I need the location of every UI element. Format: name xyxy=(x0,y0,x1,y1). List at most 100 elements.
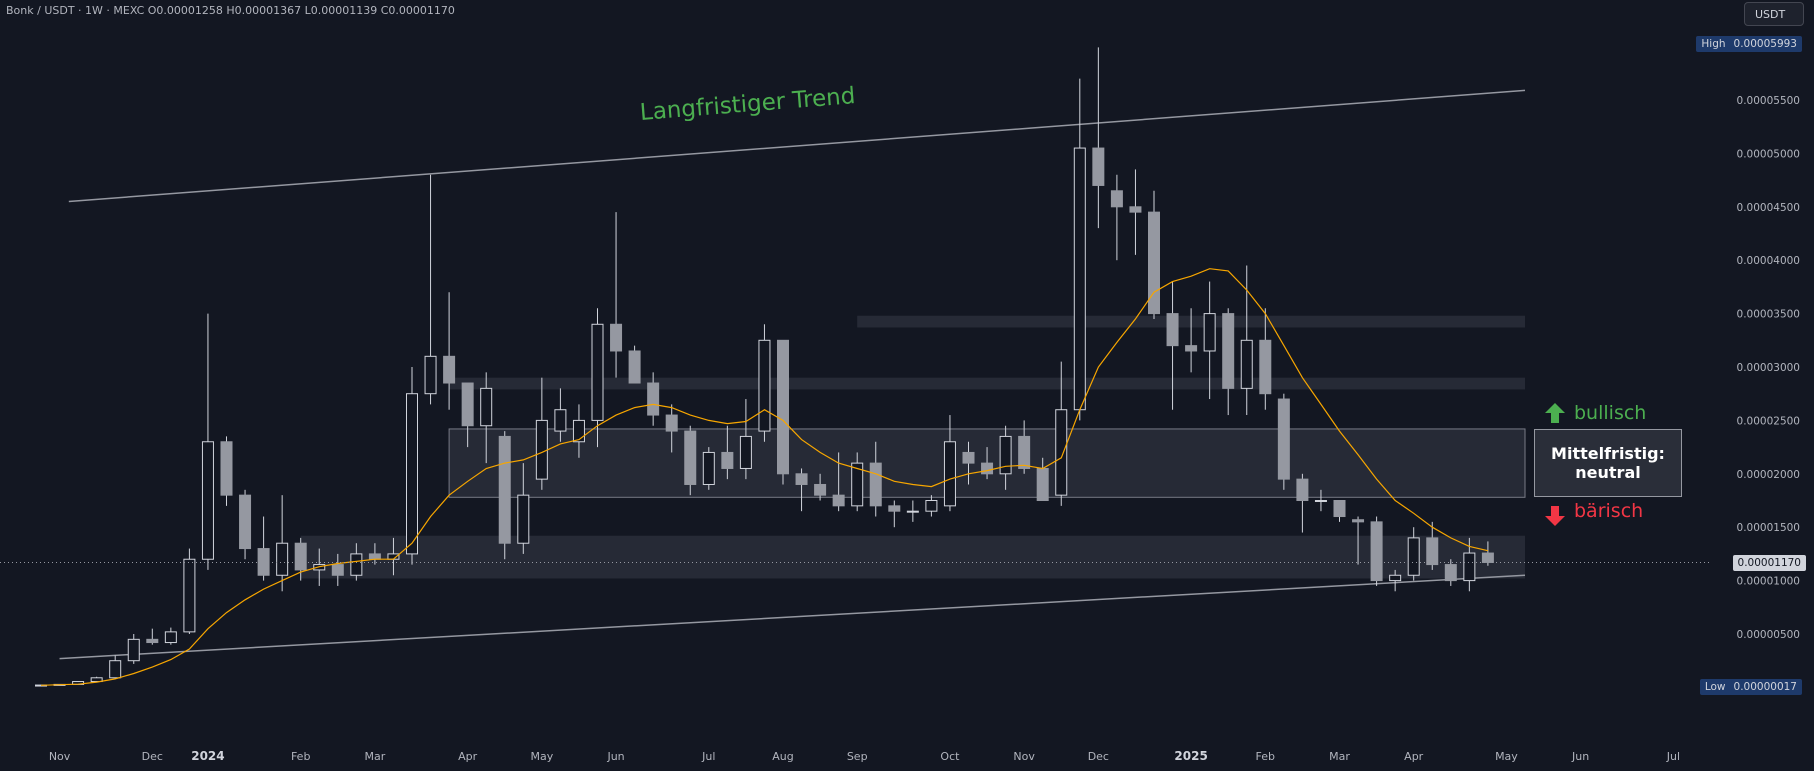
x-tick-label: Jun xyxy=(1571,750,1589,763)
candle xyxy=(424,174,437,405)
candle-body xyxy=(869,462,882,507)
candle-body xyxy=(331,564,344,576)
candle-body xyxy=(591,323,604,421)
candle xyxy=(257,516,270,581)
candle xyxy=(443,292,456,410)
currency-selector[interactable]: USDT xyxy=(1744,2,1804,26)
candle xyxy=(572,404,585,458)
candle-body xyxy=(647,382,660,416)
trendline-1 xyxy=(68,89,1526,203)
candle xyxy=(702,447,715,490)
time-axis[interactable]: tNovDec2024FebMarAprMayJunJulAugSepOctNo… xyxy=(0,749,1680,763)
candle-body xyxy=(906,510,919,513)
candle xyxy=(109,655,122,679)
candle-body xyxy=(702,451,715,485)
candle xyxy=(888,500,901,528)
candle xyxy=(498,431,511,560)
x-tick-label: Sep xyxy=(847,750,868,763)
y-tick-label: 0.00003500 xyxy=(1737,309,1800,321)
y-tick-label: 0.00002000 xyxy=(1737,469,1800,481)
candle xyxy=(1481,541,1494,566)
candle xyxy=(535,377,548,490)
candle xyxy=(1222,308,1235,416)
x-tick-label: Apr xyxy=(1404,750,1424,763)
x-tick-label: Feb xyxy=(291,750,310,763)
candle-body xyxy=(1314,500,1327,502)
high-value: 0.00005993 xyxy=(1733,38,1797,50)
candle-body xyxy=(814,483,827,496)
candle-body xyxy=(517,494,530,544)
candle-body xyxy=(628,350,641,384)
bearish-label[interactable]: bärisch xyxy=(1574,500,1644,522)
y-tick-label: 0.00001500 xyxy=(1737,522,1800,534)
candle-body xyxy=(164,631,177,644)
candle xyxy=(1389,569,1402,592)
candle xyxy=(739,399,752,480)
candle xyxy=(665,404,678,453)
candle xyxy=(1185,308,1198,373)
candle xyxy=(1277,393,1290,490)
candle-body xyxy=(739,435,752,469)
candle-body xyxy=(424,355,437,395)
candle-body xyxy=(981,462,994,475)
symbol-legend[interactable]: Bonk / USDT · 1W · MEXC O0.00001258 H0.0… xyxy=(6,4,455,17)
candle-body xyxy=(1333,500,1346,518)
candle-body xyxy=(1296,478,1309,502)
candle xyxy=(869,441,882,517)
candle-body xyxy=(554,409,567,432)
candle-body xyxy=(535,419,548,480)
candle xyxy=(406,367,418,565)
candle-body xyxy=(665,414,678,432)
candle xyxy=(201,313,214,570)
candle xyxy=(1370,516,1383,586)
candle xyxy=(647,372,660,426)
candle-body xyxy=(127,638,140,662)
x-tick-label: Dec xyxy=(1088,750,1109,763)
candle xyxy=(684,425,697,496)
candle-body xyxy=(461,382,474,427)
candle-body xyxy=(721,451,734,469)
candle xyxy=(331,553,344,586)
candle xyxy=(1352,516,1365,565)
candle xyxy=(610,212,623,378)
x-tick-label: Aug xyxy=(772,750,793,763)
candle-body xyxy=(758,339,771,432)
candle-body xyxy=(201,441,214,560)
candle xyxy=(1407,527,1420,581)
candle-body xyxy=(480,387,493,427)
candle-body xyxy=(572,419,585,443)
candle-body xyxy=(1277,398,1290,480)
candle xyxy=(1148,190,1160,319)
candle xyxy=(1166,281,1179,410)
candle-body xyxy=(1370,521,1383,582)
candle xyxy=(220,436,233,506)
low-label: Low xyxy=(1704,681,1726,693)
bullish-label[interactable]: bullisch xyxy=(1542,402,1646,424)
y-tick-label: 0.00002500 xyxy=(1737,415,1800,427)
candle-body xyxy=(276,542,289,576)
candle-body xyxy=(1092,147,1105,186)
candle-body xyxy=(1222,313,1235,389)
x-tick-label: Dec xyxy=(142,750,163,763)
candle-body xyxy=(183,558,196,633)
candle xyxy=(239,489,252,560)
candle-body xyxy=(888,505,901,512)
candle-body xyxy=(1240,339,1253,389)
candle-body xyxy=(239,494,252,550)
price-axis[interactable]: 0.00005500 0.00005000 0.00004500 0.00004000… xyxy=(1737,95,1800,641)
candle-body xyxy=(1352,519,1365,523)
x-tick-label: Feb xyxy=(1256,750,1275,763)
candle-body xyxy=(109,660,122,679)
price-zone-4 xyxy=(300,535,1526,579)
candle-body xyxy=(498,435,511,544)
midterm-note-box[interactable]: Mittelfristig: neutral xyxy=(1534,429,1682,497)
candle xyxy=(1426,521,1439,570)
candle xyxy=(832,452,845,512)
candle-body xyxy=(1166,313,1179,347)
candle xyxy=(1073,78,1086,421)
candle-body xyxy=(1463,552,1476,582)
y-tick-label: 0.00005500 xyxy=(1737,95,1800,107)
low-price-tag: Low 0.00000017 xyxy=(1699,679,1802,695)
candle xyxy=(591,308,604,448)
